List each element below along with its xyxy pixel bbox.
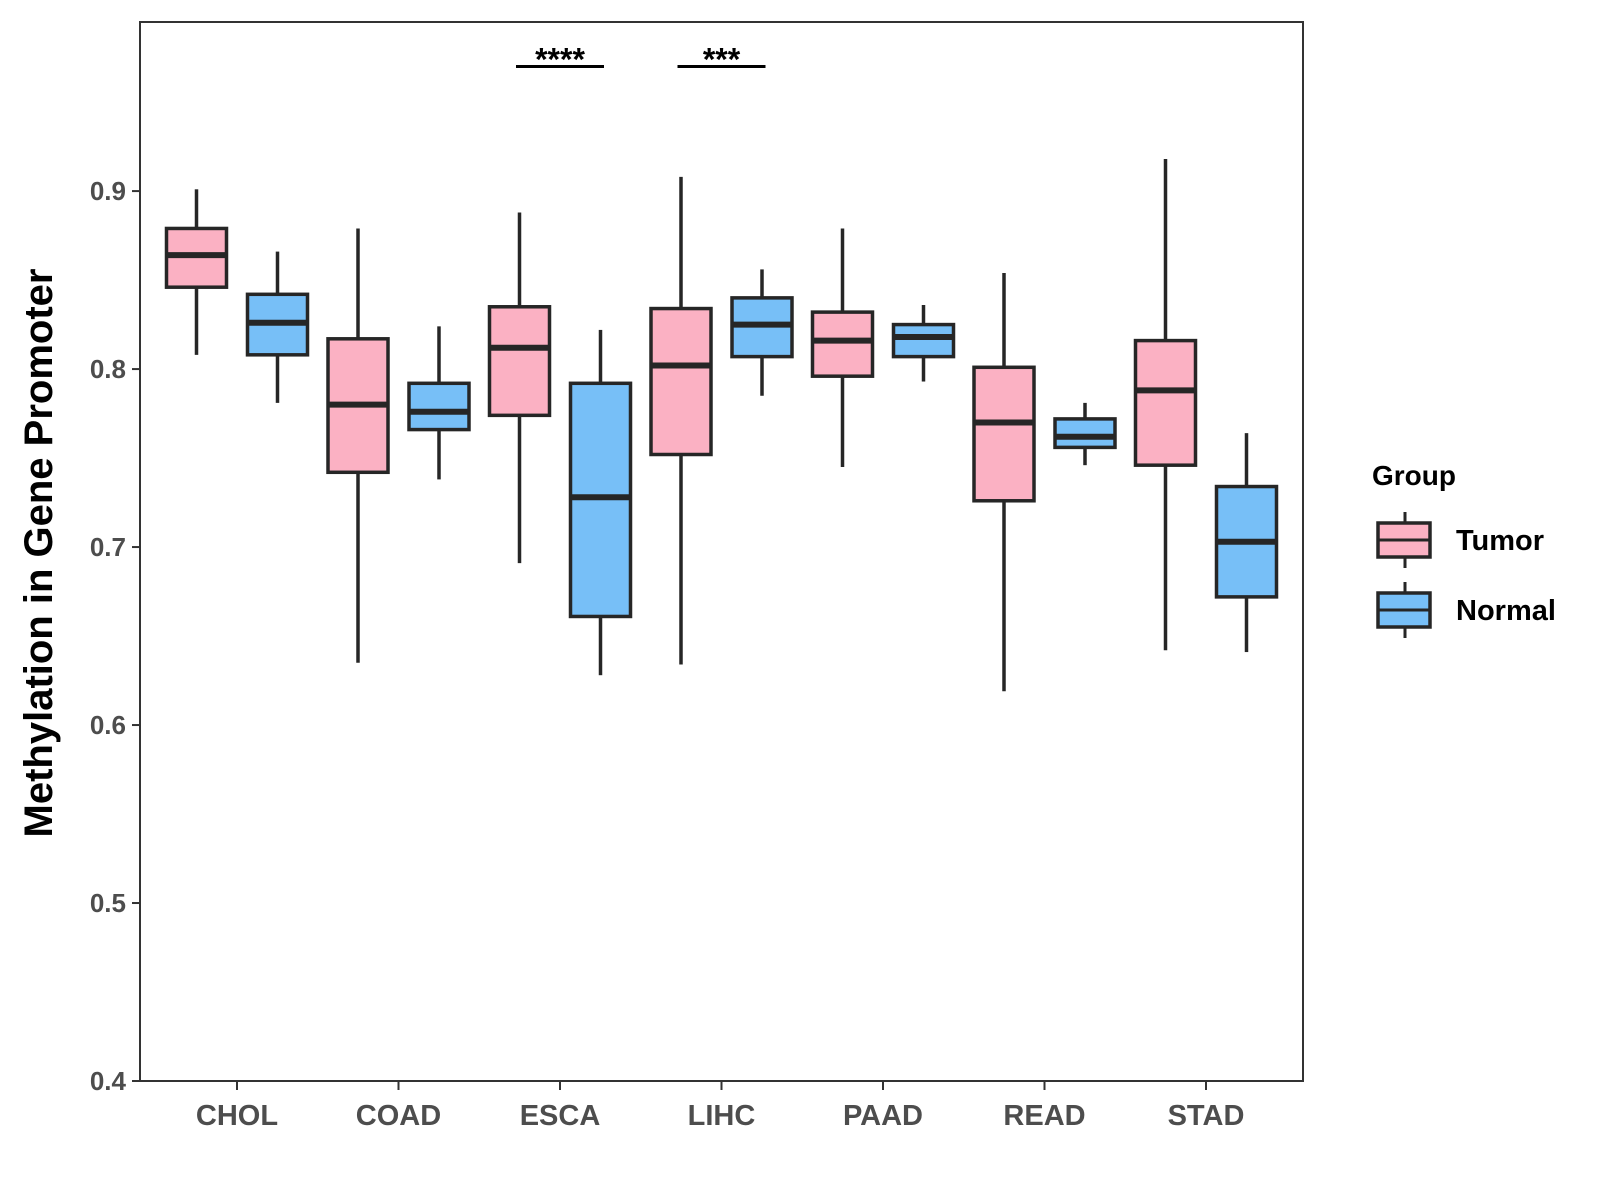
box-normal-read [1053,402,1117,466]
box-normal-esca [568,329,633,676]
x-tick-label: STAD [1168,1100,1245,1132]
x-tick-label: PAAD [843,1100,923,1132]
significance-label: **** [535,41,585,77]
x-tick-label: READ [1003,1100,1085,1132]
significance-esca: **** [516,41,604,77]
legend-label: Tumor [1456,525,1544,557]
box-normal-lihc [730,269,794,396]
y-tick-label: 0.9 [90,176,126,206]
panel-border [139,21,1304,1082]
box-tumor-read [972,272,1036,692]
legend-label: Normal [1456,595,1556,627]
legend-title: Group [1372,460,1456,491]
box-normal-chol [245,251,310,403]
axes: 0.4 0.5 0.6 0.7 0.8 0.9 CHOL COAD ESCA LIHC PAAD RE… [90,21,1304,1132]
box-tumor-paad [810,228,875,467]
box-iqr [810,310,875,378]
legend-entry-tumor: Tumor [1376,512,1544,568]
box-tumor-chol [164,189,229,355]
box-normal-paad [891,304,956,382]
legend-entry-normal: Normal [1376,582,1556,638]
plot-area: **** *** [164,41,1279,692]
x-tick-label: ESCA [520,1100,601,1132]
significance-label: *** [703,41,741,77]
box-iqr [1133,338,1198,467]
box-iqr [972,365,1036,503]
y-tick-label: 0.5 [90,888,126,918]
y-axis-title: Methylation in Gene Promoter [17,269,61,838]
box-normal-coad [407,326,471,480]
y-tick-label: 0.7 [90,532,126,562]
box-tumor-stad [1133,159,1198,651]
y-tick-label: 0.8 [90,354,126,384]
y-tick-label: 0.4 [90,1066,127,1096]
box-iqr [1053,417,1117,450]
legend: Group Tumor Normal [1372,460,1556,638]
y-tick-label: 0.6 [90,710,126,740]
box-iqr [891,322,956,359]
box-iqr [407,381,471,432]
x-tick-label: LIHC [688,1100,756,1132]
box-tumor-esca [487,212,552,564]
box-tumor-lihc [649,176,713,665]
box-iqr [487,305,552,418]
box-normal-stad [1214,433,1279,653]
box-iqr [649,306,713,457]
box-tumor-coad [326,228,390,663]
x-tick-label: COAD [356,1100,441,1132]
significance-lihc: *** [677,41,766,77]
x-tick-label: CHOL [196,1100,278,1132]
